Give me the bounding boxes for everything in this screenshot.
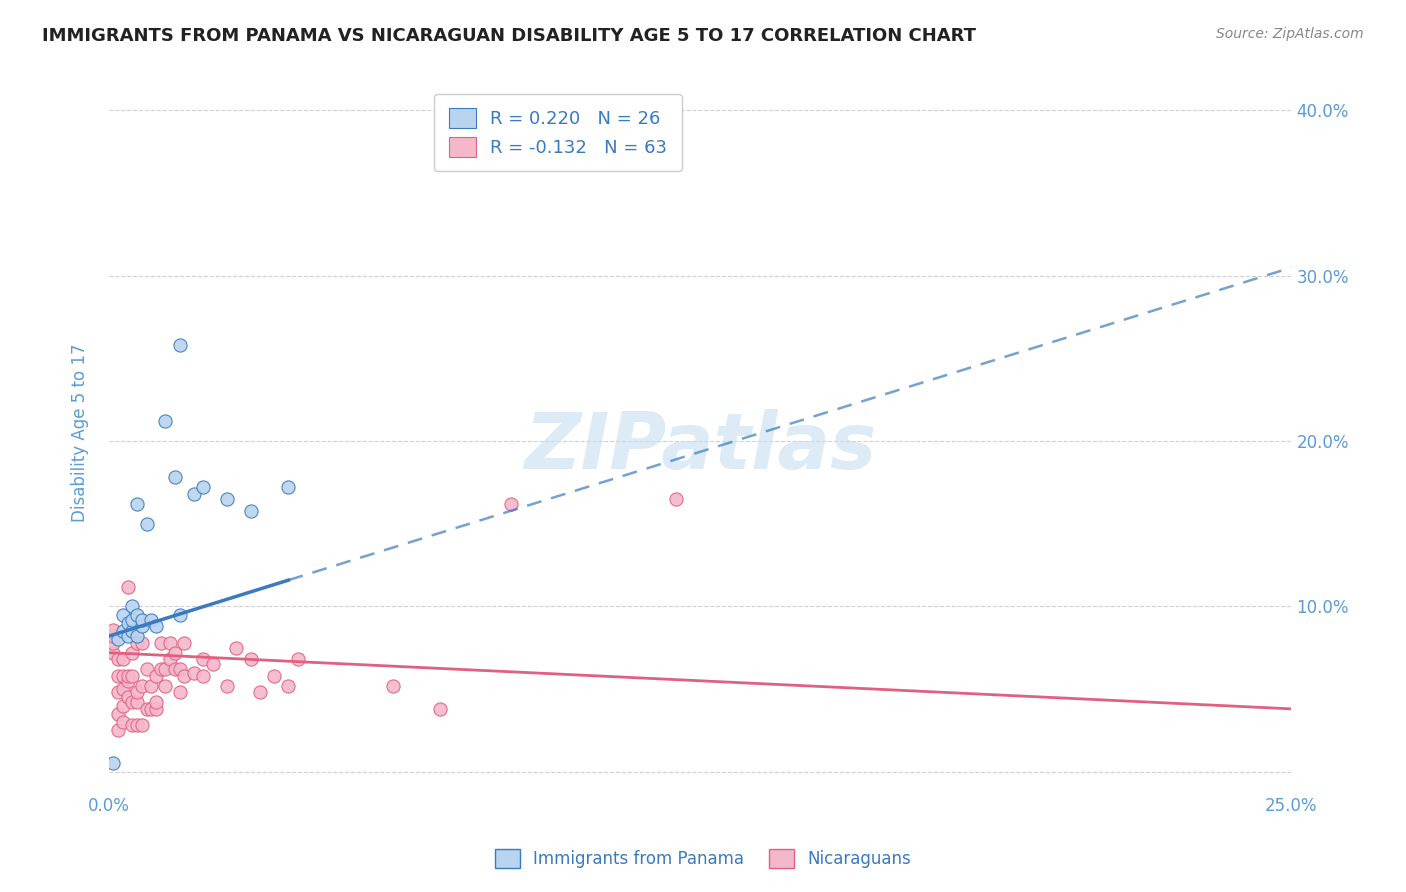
Point bbox=[121, 669, 143, 683]
Point bbox=[239, 503, 262, 517]
Point bbox=[107, 723, 129, 738]
Point bbox=[121, 646, 143, 660]
Point bbox=[125, 636, 148, 650]
Point bbox=[117, 673, 139, 688]
Point bbox=[163, 646, 186, 660]
Point bbox=[117, 615, 139, 630]
Point bbox=[125, 607, 148, 622]
Point bbox=[155, 414, 177, 428]
Point bbox=[141, 702, 163, 716]
Point bbox=[239, 652, 262, 666]
Point bbox=[111, 669, 134, 683]
Point bbox=[225, 640, 247, 655]
Point bbox=[131, 619, 153, 633]
Point bbox=[121, 613, 143, 627]
Point bbox=[159, 636, 181, 650]
Point bbox=[173, 636, 195, 650]
Point bbox=[149, 662, 172, 676]
Y-axis label: Disability Age 5 to 17: Disability Age 5 to 17 bbox=[72, 343, 89, 522]
Point bbox=[121, 695, 143, 709]
Point bbox=[117, 580, 139, 594]
Point bbox=[163, 662, 186, 676]
Point bbox=[131, 613, 153, 627]
Point bbox=[131, 718, 153, 732]
Point bbox=[135, 662, 157, 676]
Point bbox=[193, 480, 215, 494]
Point bbox=[145, 619, 167, 633]
Point bbox=[183, 487, 205, 501]
Point bbox=[103, 756, 125, 771]
Point bbox=[169, 685, 191, 699]
Point bbox=[111, 652, 134, 666]
Point bbox=[145, 695, 167, 709]
Point bbox=[193, 652, 215, 666]
Point bbox=[249, 685, 271, 699]
Point bbox=[121, 718, 143, 732]
Point bbox=[131, 636, 153, 650]
Point bbox=[135, 702, 157, 716]
Point bbox=[159, 652, 181, 666]
Point bbox=[429, 702, 451, 716]
Point bbox=[125, 695, 148, 709]
Point bbox=[107, 632, 129, 647]
Point bbox=[117, 669, 139, 683]
Point bbox=[117, 690, 139, 705]
Point bbox=[135, 516, 157, 531]
Point bbox=[117, 629, 139, 643]
Point bbox=[125, 497, 148, 511]
Point bbox=[155, 679, 177, 693]
Point bbox=[103, 623, 125, 637]
Point bbox=[169, 607, 191, 622]
Point bbox=[141, 679, 163, 693]
Point bbox=[215, 679, 238, 693]
Point bbox=[107, 652, 129, 666]
Point bbox=[169, 662, 191, 676]
Point bbox=[277, 480, 299, 494]
Point bbox=[173, 669, 195, 683]
Point bbox=[215, 491, 238, 506]
Point bbox=[107, 685, 129, 699]
Point bbox=[381, 679, 404, 693]
Point bbox=[103, 646, 125, 660]
Point bbox=[111, 681, 134, 696]
Point bbox=[107, 706, 129, 721]
Point bbox=[103, 636, 125, 650]
Point bbox=[103, 629, 125, 643]
Text: IMMIGRANTS FROM PANAMA VS NICARAGUAN DISABILITY AGE 5 TO 17 CORRELATION CHART: IMMIGRANTS FROM PANAMA VS NICARAGUAN DIS… bbox=[42, 27, 976, 45]
Point bbox=[665, 491, 688, 506]
Point bbox=[145, 702, 167, 716]
Point bbox=[145, 669, 167, 683]
Point bbox=[111, 715, 134, 730]
Point bbox=[111, 624, 134, 639]
Point bbox=[107, 669, 129, 683]
Point bbox=[121, 599, 143, 614]
Point bbox=[183, 665, 205, 680]
Point bbox=[149, 636, 172, 650]
Point bbox=[193, 669, 215, 683]
Point bbox=[287, 652, 309, 666]
Point bbox=[201, 657, 224, 672]
Text: ZIPatlas: ZIPatlas bbox=[524, 409, 876, 485]
Legend: Immigrants from Panama, Nicaraguans: Immigrants from Panama, Nicaraguans bbox=[488, 843, 918, 875]
Text: Source: ZipAtlas.com: Source: ZipAtlas.com bbox=[1216, 27, 1364, 41]
Point bbox=[111, 698, 134, 713]
Point bbox=[277, 679, 299, 693]
Point bbox=[111, 607, 134, 622]
Point bbox=[131, 679, 153, 693]
Point bbox=[155, 662, 177, 676]
Legend: R = 0.220   N = 26, R = -0.132   N = 63: R = 0.220 N = 26, R = -0.132 N = 63 bbox=[434, 94, 682, 171]
Point bbox=[163, 470, 186, 484]
Point bbox=[121, 624, 143, 639]
Point bbox=[169, 338, 191, 352]
Point bbox=[141, 613, 163, 627]
Point bbox=[125, 629, 148, 643]
Point bbox=[125, 718, 148, 732]
Point bbox=[499, 497, 522, 511]
Point bbox=[125, 685, 148, 699]
Point bbox=[263, 669, 285, 683]
